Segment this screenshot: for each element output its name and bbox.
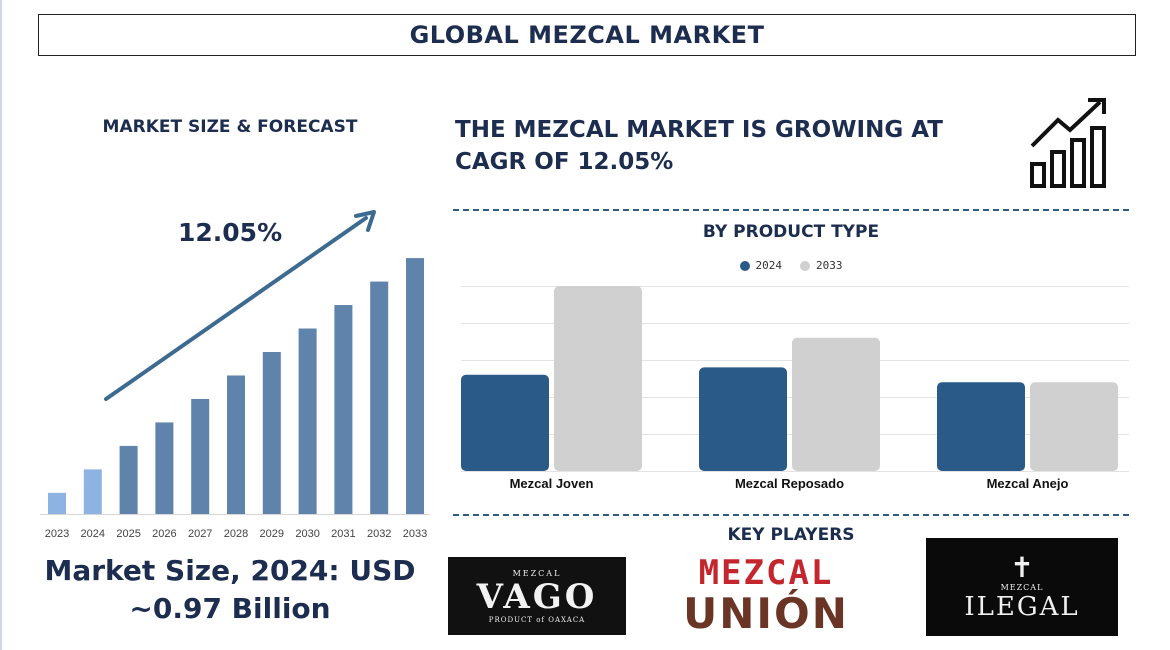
vago-logo-name: VAGO: [476, 576, 598, 617]
bar-mezcal-reposado-2024: [699, 367, 787, 471]
market-size-line-1: Market Size, 2024: USD: [44, 554, 416, 587]
bar-2023: [48, 492, 66, 514]
legend-item-2024: 2024: [739, 259, 783, 272]
union-logo-top-text: MEZCAL: [698, 554, 834, 593]
bar-2031: [334, 305, 353, 514]
category-label: Mezcal Joven: [510, 476, 594, 491]
ilegal-logo-name: ILEGAL: [964, 591, 1080, 622]
vago-logo-tagline: PRODUCT of OAXACA: [488, 615, 586, 624]
cagr-headline: THE MEZCAL MARKET IS GROWING AT CAGR OF …: [455, 114, 1015, 178]
market-size-line-2: ~0.97 Billion: [129, 592, 331, 625]
bar-mezcal-joven-2033: [554, 286, 642, 471]
legend-label-2033: 2033: [816, 259, 843, 272]
bar-2033: [406, 258, 424, 514]
growth-chart-icon: [1030, 98, 1106, 188]
section-divider-top: [453, 209, 1129, 211]
mezcal-ilegal-logo: ✝ MEZCAL ILEGAL: [926, 538, 1118, 636]
x-tick-label: 2030: [295, 528, 319, 540]
x-tick-label: 2033: [403, 528, 427, 540]
legend-label-2024: 2024: [755, 259, 783, 272]
bar-2025: [119, 445, 138, 514]
category-label: Mezcal Reposado: [735, 476, 844, 491]
bar-2027: [191, 398, 210, 514]
legend-item-2033: 2033: [800, 259, 843, 272]
section-divider-bottom: [453, 514, 1129, 516]
x-tick-label: 2027: [188, 528, 212, 540]
bar-2030: [298, 328, 317, 514]
category-label: Mezcal Anejo: [987, 476, 1069, 491]
bar-2028: [227, 375, 245, 514]
product-type-chart: Mezcal Joven Mezcal Reposado Mezcal Anejo: [461, 286, 1129, 491]
x-tick-label: 2029: [260, 528, 284, 540]
x-tick-label: 2028: [224, 528, 248, 540]
bar-2032: [370, 281, 389, 514]
market-size-text: Market Size, 2024: USD ~0.97 Billion: [30, 552, 430, 628]
mezcal-union-logo: MEZCAL UNIÓN: [668, 554, 864, 638]
market-size-chart: 2023 2024 2025 2026 2027 2028 2029 2030 2031 2032…: [40, 210, 430, 540]
bar-mezcal-anejo-2033: [1030, 382, 1118, 471]
title-banner: GLOBAL MEZCAL MARKET: [38, 14, 1136, 56]
trend-arrow: [104, 216, 368, 401]
chart-legend: 2024 2033: [453, 259, 1129, 272]
x-tick-label: 2031: [331, 528, 355, 540]
headline-line-1: THE MEZCAL MARKET IS GROWING AT: [455, 117, 943, 143]
vago-logo-small-text: MEZCAL: [512, 568, 562, 578]
trend-arrow-head: [354, 210, 376, 232]
x-tick-label: 2026: [152, 528, 176, 540]
x-tick-label: 2024: [81, 528, 105, 540]
union-logo-name: UNIÓN: [683, 589, 849, 638]
legend-swatch-2033: [800, 260, 810, 271]
key-players-heading: KEY PLAYERS: [727, 525, 855, 545]
bar-2026: [155, 422, 174, 514]
market-size-heading: MARKET SIZE & FORECAST: [102, 117, 358, 137]
mezcal-vago-logo: MEZCAL VAGO PRODUCT of OAXACA: [448, 557, 626, 635]
legend-swatch-2024: [739, 260, 750, 271]
bar-mezcal-anejo-2024: [937, 382, 1025, 471]
bar-mezcal-joven-2024: [461, 374, 549, 471]
bar-2024: [83, 469, 102, 514]
product-type-heading: BY PRODUCT TYPE: [702, 222, 880, 242]
x-tick-label: 2025: [116, 528, 140, 540]
page-title: GLOBAL MEZCAL MARKET: [409, 21, 765, 49]
x-tick-label: 2032: [367, 528, 391, 540]
headline-line-2: CAGR OF 12.05%: [455, 149, 674, 175]
cagr-annotation: 12.05%: [178, 218, 283, 247]
bar-2029: [262, 352, 281, 514]
cross-icon: ✝: [1010, 550, 1034, 584]
x-tick-label: 2023: [45, 528, 69, 540]
bar-mezcal-reposado-2033: [792, 337, 880, 471]
page-border: [0, 0, 2, 650]
ilegal-logo-small-text: MEZCAL: [1000, 582, 1044, 592]
